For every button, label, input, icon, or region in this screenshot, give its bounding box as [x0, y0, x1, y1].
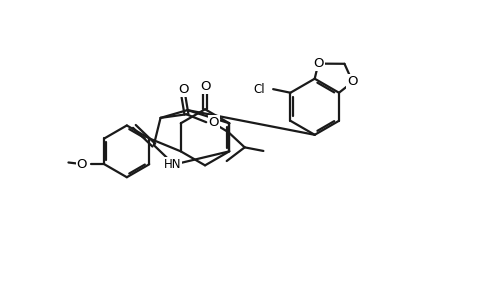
Text: O: O: [209, 116, 219, 129]
Text: Cl: Cl: [254, 83, 265, 96]
Text: O: O: [313, 57, 323, 70]
Text: O: O: [200, 80, 210, 93]
Text: O: O: [77, 158, 87, 171]
Text: HN: HN: [163, 158, 181, 171]
Text: O: O: [178, 83, 189, 96]
Text: O: O: [348, 76, 358, 88]
